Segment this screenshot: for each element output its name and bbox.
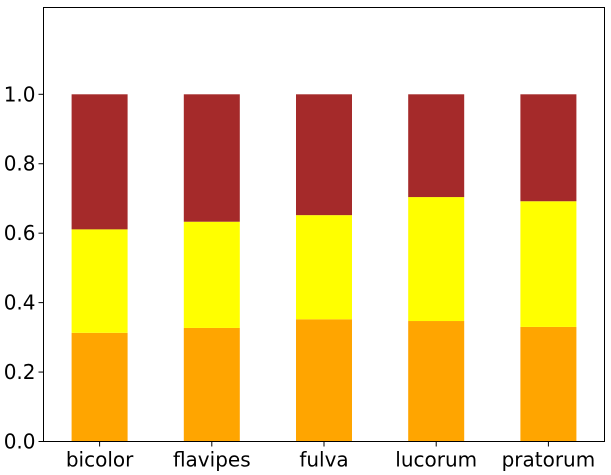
bar-segment-pratorum-1 [520, 201, 577, 327]
x-tick-label: flavipes [173, 448, 251, 472]
x-axis-ticks: bicolor flavipes fulva lucorum pratorum [66, 441, 596, 472]
bar-segment-lucorum-0 [408, 321, 465, 442]
y-tick-label: 0.2 [4, 360, 36, 384]
plot-frame [43, 7, 605, 442]
y-axis-ticks: 0.0 0.2 0.4 0.6 0.8 1.0 [4, 82, 44, 454]
bar-segment-flavipes-2 [183, 94, 240, 222]
bar-segment-lucorum-2 [408, 94, 465, 198]
y-tick-label: 0.8 [4, 152, 36, 176]
x-tick-label: fulva [299, 448, 348, 472]
bar-segment-fulva-1 [296, 215, 352, 320]
y-tick-label: 1.0 [4, 82, 36, 106]
x-tick-label: pratorum [502, 448, 596, 472]
bar-segment-flavipes-0 [183, 327, 240, 442]
bar-segment-fulva-0 [296, 319, 352, 442]
bar-segment-bicolor-1 [71, 229, 128, 333]
bar-segment-lucorum-1 [408, 197, 465, 322]
bars-layer [71, 94, 577, 442]
x-tick-label: bicolor [66, 448, 134, 472]
bar-segment-pratorum-0 [520, 326, 577, 442]
x-tick-label: lucorum [395, 448, 477, 472]
y-tick-label: 0.0 [4, 430, 36, 454]
bar-segment-bicolor-2 [71, 94, 128, 230]
bar-segment-flavipes-1 [183, 221, 240, 328]
bar-segment-fulva-2 [296, 94, 352, 216]
y-tick-label: 0.6 [4, 221, 36, 245]
y-tick-label: 0.4 [4, 291, 36, 315]
bar-segment-bicolor-0 [71, 332, 128, 442]
bar-segment-pratorum-2 [520, 94, 577, 202]
